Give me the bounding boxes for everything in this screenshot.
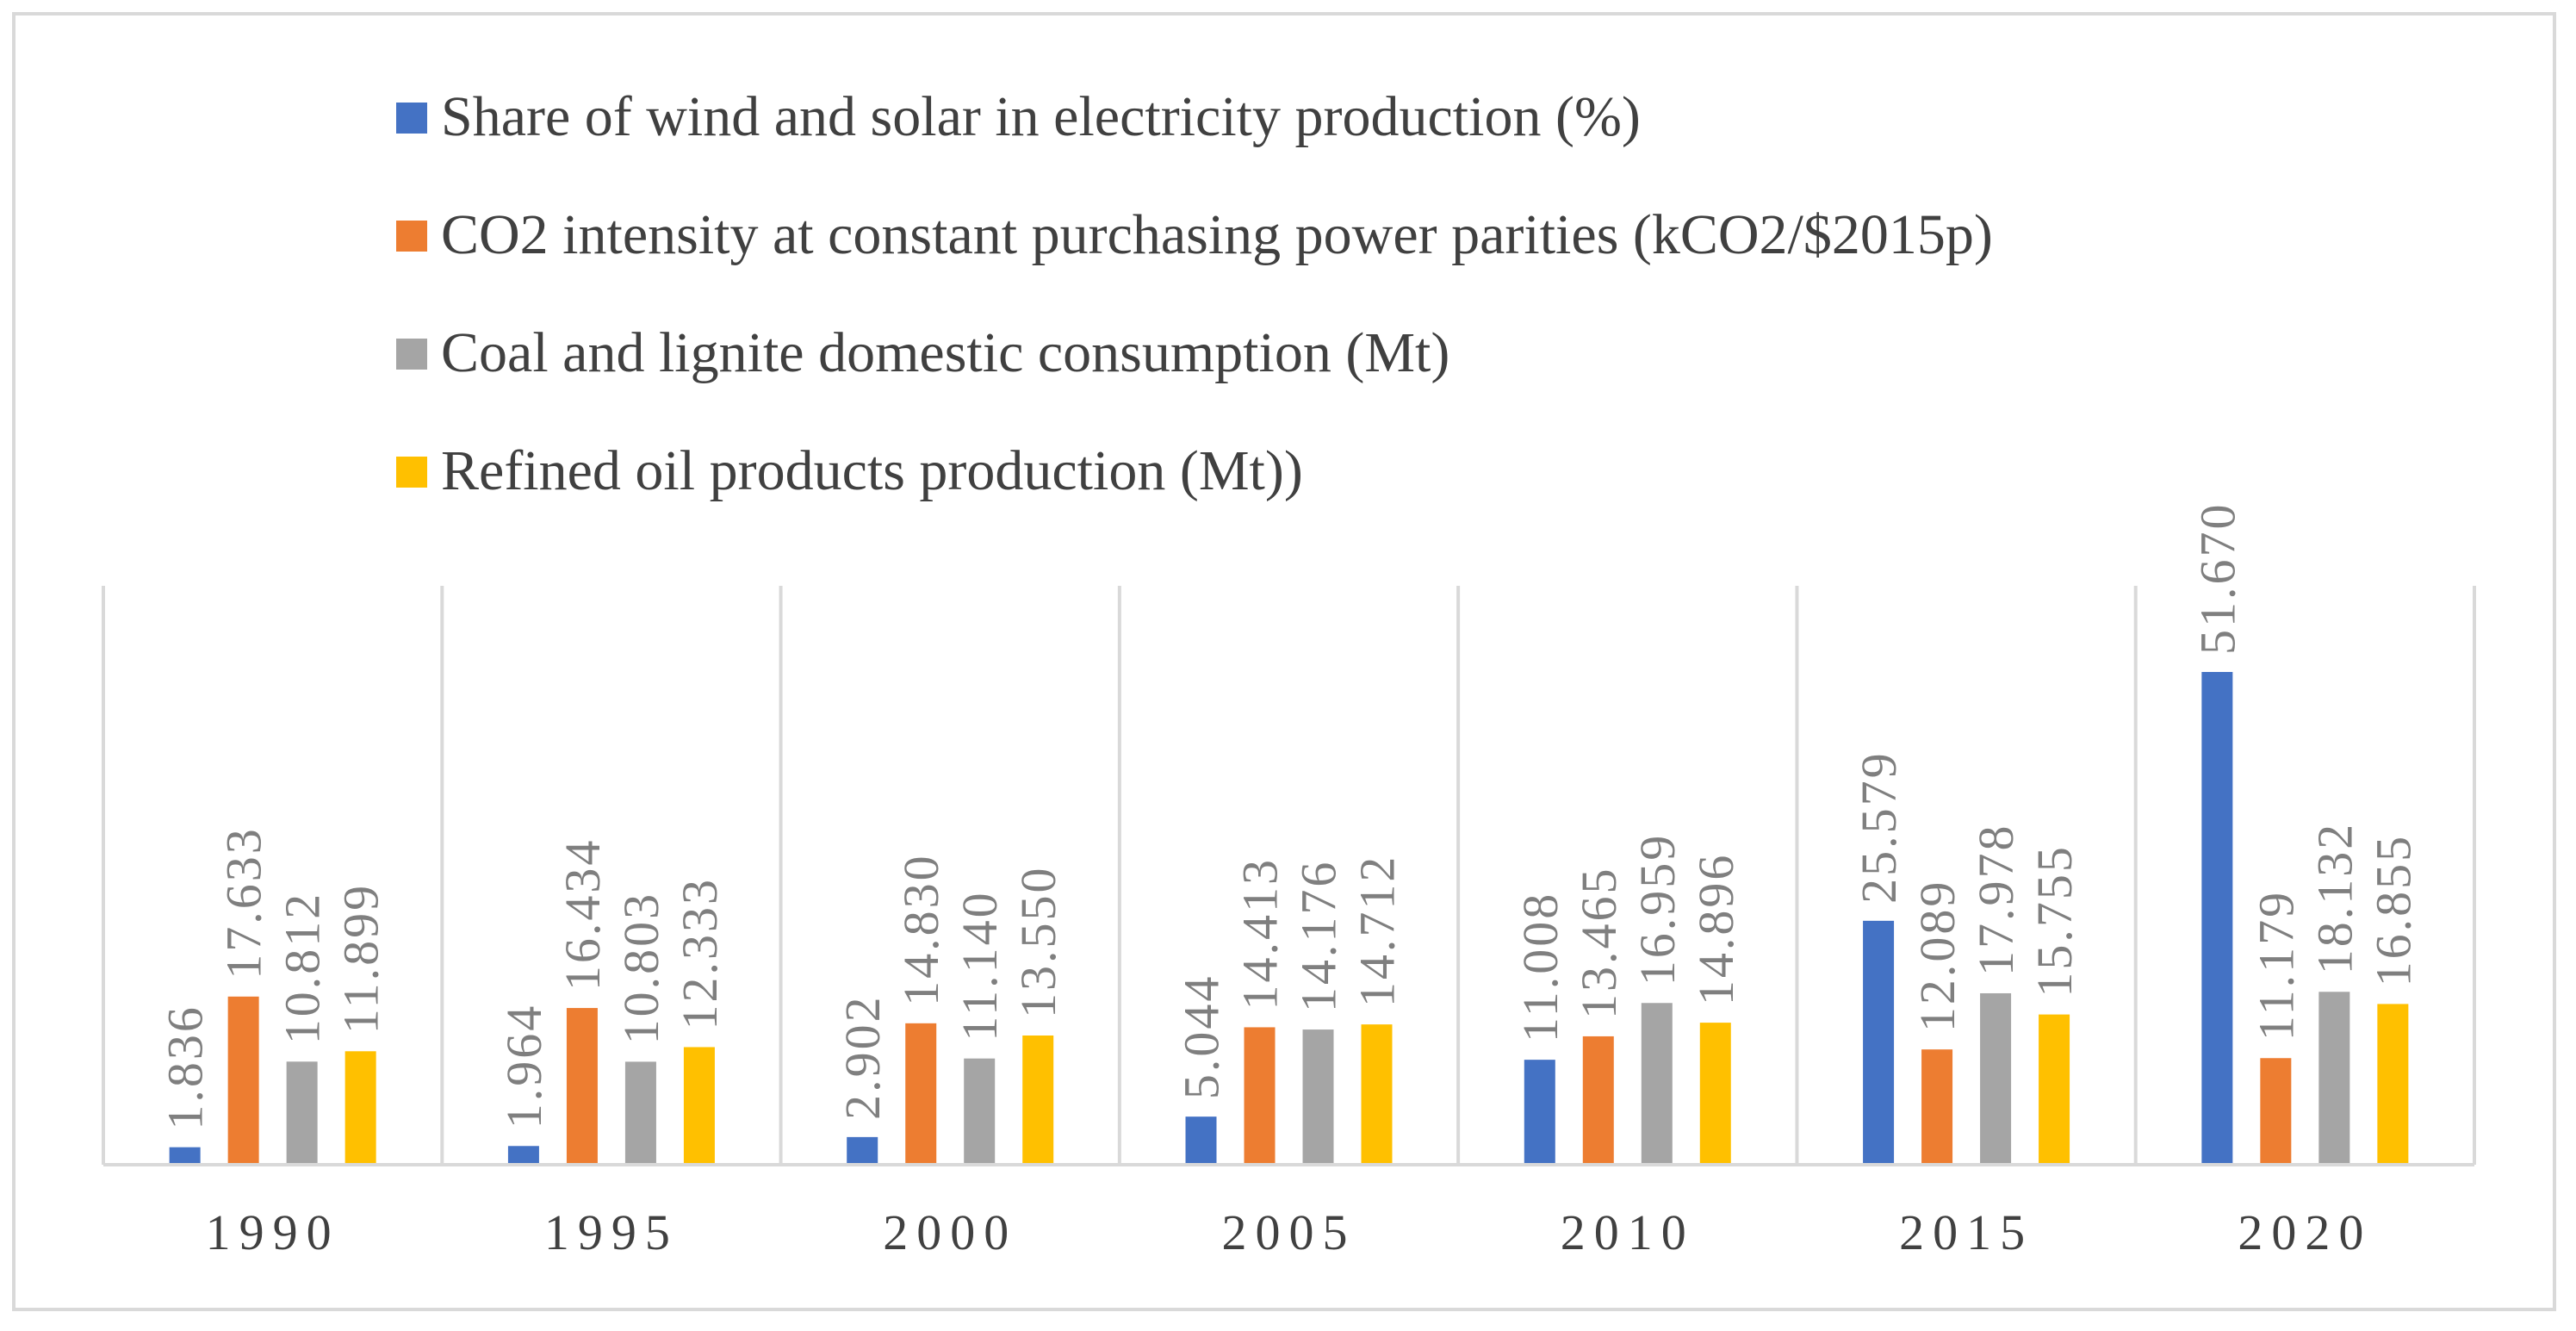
data-label: 12.089 <box>1909 880 1965 1033</box>
x-tick-label: 2020 <box>2238 1204 2372 1260</box>
x-tick-label: 2010 <box>1561 1204 1695 1260</box>
x-tick-label: 2015 <box>1899 1204 2033 1260</box>
bar-3-2020 <box>2377 1004 2409 1165</box>
bar-1-2005 <box>1244 1027 1276 1165</box>
data-label: 1.836 <box>158 1004 214 1130</box>
x-tick-label: 2005 <box>1222 1204 1356 1260</box>
bar-0-1995 <box>507 1146 539 1165</box>
bar-1-2020 <box>2260 1058 2292 1165</box>
data-label: 1.964 <box>496 1004 552 1129</box>
data-label: 14.176 <box>1291 860 1347 1013</box>
chart-area <box>12 12 2556 1311</box>
data-label: 17.633 <box>216 826 272 980</box>
data-label: 11.140 <box>952 890 1008 1041</box>
x-tick-label: 1990 <box>206 1204 340 1260</box>
x-tick-label: 2000 <box>883 1204 1017 1260</box>
data-label: 16.434 <box>555 838 611 992</box>
legend-swatch-2 <box>396 339 427 370</box>
bar-3-2015 <box>2039 1014 2070 1165</box>
bar-3-2010 <box>1699 1023 1731 1165</box>
legend-swatch-1 <box>396 221 427 252</box>
bar-1-1990 <box>227 996 259 1165</box>
data-label: 12.333 <box>672 877 728 1030</box>
bar-2-2020 <box>2318 992 2350 1165</box>
bar-2-2005 <box>1302 1029 1334 1165</box>
bar-2-1990 <box>286 1061 318 1165</box>
data-label: 10.812 <box>275 892 331 1045</box>
legend: Share of wind and solar in electricity p… <box>396 85 1993 502</box>
data-label: 18.132 <box>2306 822 2362 975</box>
legend-swatch-0 <box>396 103 427 134</box>
data-label: 14.413 <box>1232 857 1288 1011</box>
data-label: 11.008 <box>1512 892 1568 1042</box>
bar-0-2000 <box>847 1136 878 1165</box>
bar-0-2005 <box>1185 1116 1217 1165</box>
bar-2-2000 <box>964 1058 996 1165</box>
data-label: 14.896 <box>1688 853 1744 1005</box>
x-tick-label: 1995 <box>544 1204 679 1260</box>
data-label: 13.465 <box>1571 866 1627 1018</box>
bar-1-2010 <box>1582 1036 1614 1165</box>
bar-3-1995 <box>683 1047 715 1165</box>
bar-0-2010 <box>1524 1060 1555 1165</box>
legend-label-1: CO2 intensity at constant purchasing pow… <box>441 203 1993 266</box>
legend-swatch-3 <box>396 457 427 488</box>
bar-3-2000 <box>1022 1035 1054 1165</box>
bar-2-1995 <box>624 1061 656 1165</box>
data-label: 15.755 <box>2027 844 2083 998</box>
data-label: 51.670 <box>2189 502 2245 656</box>
bar-1-1995 <box>566 1008 598 1165</box>
bar-0-2020 <box>2201 672 2233 1165</box>
bar-2-2015 <box>1980 992 2012 1165</box>
bar-0-1990 <box>169 1147 201 1165</box>
legend-label-2: Coal and lignite domestic consumption (M… <box>441 321 1449 384</box>
bar-3-2005 <box>1361 1024 1393 1165</box>
bar-1-2000 <box>905 1023 937 1165</box>
legend-label-3: Refined oil products production (Mt)) <box>441 439 1303 502</box>
data-label: 14.830 <box>893 853 949 1006</box>
data-label: 16.959 <box>1629 833 1685 986</box>
legend-label-0: Share of wind and solar in electricity p… <box>441 85 1641 148</box>
data-label: 17.978 <box>1968 823 2024 976</box>
bar-1-2015 <box>1921 1049 1953 1165</box>
data-label: 14.712 <box>1350 855 1406 1008</box>
bar-0-2015 <box>1863 920 1895 1165</box>
data-label: 2.902 <box>835 994 891 1120</box>
data-label: 25.579 <box>1851 750 1907 904</box>
data-label: 13.550 <box>1010 865 1066 1018</box>
data-label: 11.899 <box>333 883 389 1034</box>
bar-3-1990 <box>345 1051 376 1165</box>
data-label: 10.803 <box>613 892 669 1045</box>
data-label: 16.855 <box>2365 834 2421 987</box>
bar-2-2010 <box>1641 1003 1673 1165</box>
data-label: 5.044 <box>1174 974 1230 1100</box>
data-label: 11.179 <box>2248 890 2304 1041</box>
